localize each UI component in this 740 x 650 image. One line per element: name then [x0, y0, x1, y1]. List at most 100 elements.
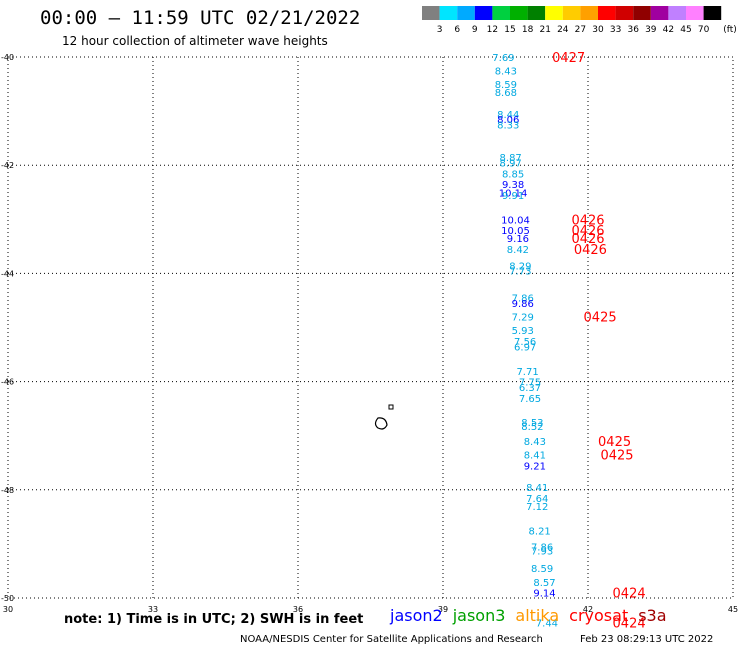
color-scale-tick-label: 33 [610, 25, 621, 35]
x-tick-label: 36 [293, 605, 303, 614]
color-scale-tick-label: 21 [539, 25, 550, 35]
time-label: 0425 [598, 435, 631, 450]
wave-height-value: 5.93 [512, 326, 534, 337]
color-scale-tick-label: 36 [627, 25, 639, 35]
wave-height-value: 7.44 [536, 618, 558, 629]
wave-height-value: 8.43 [495, 67, 517, 78]
color-swatch [580, 6, 598, 20]
color-scale-tick-label: 39 [645, 25, 657, 35]
timestamp-text: Feb 23 08:29:13 UTC 2022 [580, 634, 714, 645]
color-swatch [562, 6, 581, 20]
wave-height-value: 8.59 [495, 80, 517, 91]
chart-title: 00:00 – 11:59 UTC 02/21/2022 [40, 7, 361, 29]
y-tick-label: -44 [1, 269, 14, 278]
islet-shape [388, 404, 394, 410]
wave-height-value: 6.37 [519, 383, 541, 394]
plot-area: 30 33 36 39 42 45 -40 -42 -44 -46 -48 -50 7.69 8.43 8.… [1, 51, 738, 631]
color-scale-tick-label: 15 [504, 25, 515, 35]
x-tick-label: 45 [728, 605, 738, 614]
satellite-legend-item: jason3 [452, 606, 506, 625]
color-swatch [527, 6, 546, 20]
wave-height-value: 7.86 [531, 543, 553, 554]
color-scale-tick-label: 3 [437, 25, 443, 35]
color-scale-tick-label: 30 [592, 25, 604, 35]
color-swatch [422, 6, 440, 20]
color-swatch [474, 6, 493, 20]
wave-height-value: 7.56 [514, 337, 536, 348]
wave-height-value: 8.68 [495, 88, 517, 99]
wave-height-value: 8.21 [529, 526, 551, 537]
wave-height-value: 8.59 [531, 564, 553, 575]
x-tick-label: 30 [3, 605, 13, 614]
wave-height-value: 10.05 [501, 226, 530, 237]
wave-height-value: 8.85 [502, 169, 524, 180]
color-scale-tick-label: 45 [680, 25, 691, 35]
time-label: 0426 [574, 243, 607, 258]
wave-height-value: 6.97 [514, 342, 536, 353]
wave-height-value: 9.14 [533, 589, 555, 600]
chart-subtitle: 12 hour collection of altimeter wave hei… [62, 34, 328, 48]
color-scale-tick-label: 9 [472, 25, 478, 35]
satellite-legend-item: jason2 [390, 606, 443, 625]
time-label: 0424 [613, 587, 646, 602]
time-label: 0426 [571, 213, 604, 228]
wave-height-value: 9.38 [502, 180, 524, 191]
color-scale-tick-label: 70 [698, 25, 710, 35]
units-note: note: 1) Time is in UTC; 2) SWH is in fe… [64, 612, 364, 627]
x-tick-label: 33 [148, 605, 158, 614]
color-swatch [492, 6, 510, 20]
color-scale-tick-label: 42 [663, 25, 674, 35]
wave-height-value: 8.44 [497, 110, 519, 121]
color-swatch [457, 6, 475, 20]
wave-height-value: 8.52 [521, 422, 543, 433]
y-tick-label: -40 [1, 53, 14, 62]
color-scale-legend: 3 6 9 12 15 18 21 24 27 30 33 36 39 42 45 70 (ft) [422, 6, 737, 35]
color-swatch [510, 6, 528, 20]
plot-frame [7, 56, 734, 599]
time-label: 0425 [600, 449, 633, 464]
satellite-legend: jason2 jason3 altika cryosat s3a [390, 606, 677, 625]
color-scale-tick-label: 12 [487, 25, 498, 35]
wave-height-value: 8.43 [524, 437, 546, 448]
color-swatch [439, 6, 458, 20]
wave-height-value: 7.75 [519, 378, 541, 389]
color-swatch [650, 6, 669, 20]
time-label: 0426 [571, 224, 604, 239]
wave-height-value: 8.42 [507, 245, 529, 256]
color-scale-tick-label: 24 [557, 25, 569, 35]
y-tick-label: -46 [1, 378, 14, 387]
color-scale-units: (ft) [723, 25, 737, 35]
wave-height-value: 9.86 [512, 299, 534, 310]
time-label: 0426 [571, 232, 604, 247]
wave-height-value: 7.73 [509, 267, 531, 278]
wave-height-value: 7.93 [531, 546, 553, 557]
x-tick-label: 42 [583, 605, 593, 614]
satellite-legend-item: altika [515, 606, 560, 625]
wave-height-value: 7.69 [492, 53, 514, 64]
color-swatch [633, 6, 651, 20]
satellite-legend-item: s3a [638, 606, 667, 625]
wave-height-value: 8.87 [500, 153, 522, 164]
wave-height-value: 8.53 [521, 418, 543, 429]
wave-height-value: 9.16 [507, 234, 529, 245]
wave-height-value: 7.29 [512, 313, 534, 324]
wave-height-value: 10.04 [501, 215, 530, 226]
wave-height-value: 9.91 [502, 191, 524, 202]
wave-height-value: 8.06 [497, 115, 519, 126]
color-swatch [615, 6, 634, 20]
color-scale-tick-label: 27 [575, 25, 586, 35]
island-outline [374, 404, 394, 430]
wave-height-value: 10.14 [499, 188, 528, 199]
wave-height-value: 9.21 [524, 461, 546, 472]
wave-height-value: 7.64 [526, 494, 548, 505]
color-swatch [598, 6, 616, 20]
wave-height-value: 8.33 [497, 121, 519, 132]
time-label: 0425 [584, 311, 617, 326]
wave-height-value: 8.41 [526, 483, 548, 494]
color-scale-tick-label: 6 [454, 25, 460, 35]
credit-text: NOAA/NESDIS Center for Satellite Applica… [240, 634, 543, 645]
y-tick-label: -42 [1, 161, 14, 170]
wave-height-value: 8.57 [533, 578, 555, 589]
color-swatch [703, 6, 722, 20]
